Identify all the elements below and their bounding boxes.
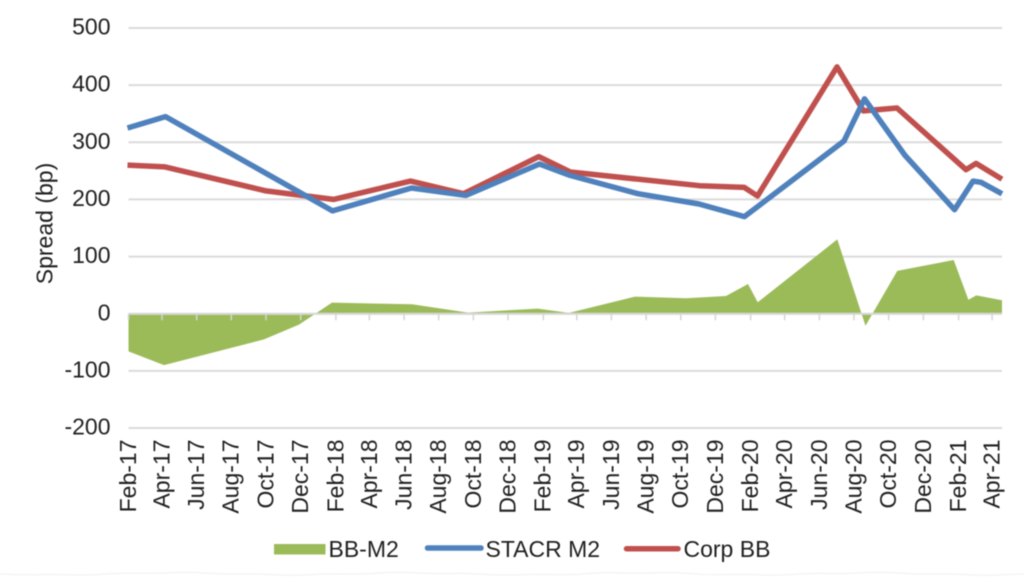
- svg-text:Dec-18: Dec-18: [494, 440, 520, 514]
- svg-text:STACR M2: STACR M2: [486, 536, 601, 562]
- svg-text:Corp BB: Corp BB: [684, 536, 771, 562]
- svg-text:Jun-17: Jun-17: [183, 440, 209, 510]
- svg-text:400: 400: [72, 71, 110, 97]
- svg-text:Aug-18: Aug-18: [425, 440, 451, 514]
- svg-text:Apr-21: Apr-21: [979, 440, 1005, 509]
- svg-text:300: 300: [72, 128, 110, 154]
- svg-text:Oct-19: Oct-19: [667, 440, 693, 509]
- svg-text:Aug-19: Aug-19: [633, 440, 659, 514]
- svg-text:Dec-19: Dec-19: [702, 440, 728, 514]
- svg-text:Feb-18: Feb-18: [322, 440, 348, 513]
- svg-text:Oct-17: Oct-17: [252, 440, 278, 509]
- svg-text:Aug-20: Aug-20: [840, 440, 866, 514]
- svg-text:Feb-21: Feb-21: [945, 440, 971, 513]
- svg-text:100: 100: [72, 242, 110, 268]
- svg-text:Dec-17: Dec-17: [287, 440, 313, 514]
- svg-text:Apr-20: Apr-20: [771, 440, 797, 509]
- svg-text:Jun-18: Jun-18: [391, 440, 417, 510]
- svg-text:Aug-17: Aug-17: [218, 440, 244, 514]
- svg-text:Feb-20: Feb-20: [737, 440, 763, 513]
- svg-text:500: 500: [72, 14, 110, 40]
- svg-text:Oct-18: Oct-18: [460, 440, 486, 509]
- svg-text:Jun-19: Jun-19: [598, 440, 624, 510]
- svg-text:-200: -200: [64, 414, 110, 440]
- svg-text:Spread (bp): Spread (bp): [32, 163, 58, 284]
- svg-text:Jun-20: Jun-20: [806, 440, 832, 510]
- svg-text:Apr-19: Apr-19: [563, 440, 589, 509]
- svg-text:Oct-20: Oct-20: [875, 440, 901, 509]
- svg-text:Dec-20: Dec-20: [910, 440, 936, 514]
- svg-text:Apr-18: Apr-18: [356, 440, 382, 509]
- svg-text:BB-M2: BB-M2: [329, 536, 399, 562]
- svg-text:Apr-17: Apr-17: [148, 440, 174, 509]
- svg-text:200: 200: [72, 185, 110, 211]
- svg-text:Feb-17: Feb-17: [115, 440, 141, 513]
- svg-text:Feb-19: Feb-19: [530, 440, 556, 513]
- svg-text:-100: -100: [64, 357, 110, 383]
- svg-text:0: 0: [98, 299, 111, 325]
